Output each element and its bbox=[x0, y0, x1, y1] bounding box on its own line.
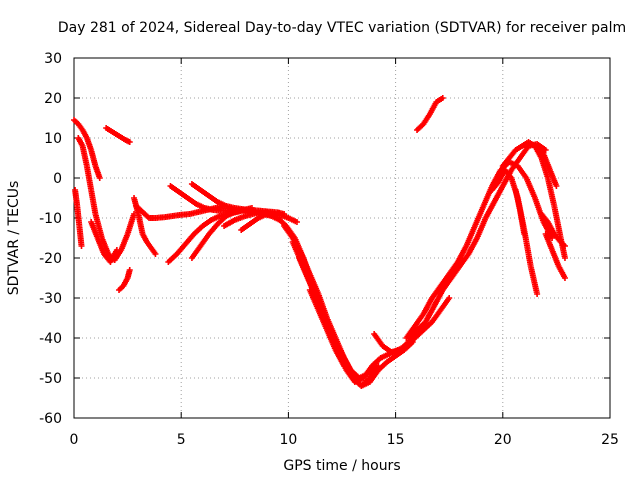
data-point bbox=[521, 231, 528, 237]
chart-title: Day 281 of 2024, Sidereal Day-to-day VTE… bbox=[58, 20, 626, 36]
y-tick-label: -30 bbox=[39, 291, 62, 307]
series-arc-22 bbox=[403, 159, 556, 341]
series-arc-6 bbox=[116, 267, 133, 293]
data-point bbox=[375, 363, 382, 369]
data-point bbox=[561, 255, 568, 261]
series-arc-3 bbox=[75, 135, 138, 263]
x-tick-label: 25 bbox=[601, 432, 619, 448]
series-arc-27 bbox=[538, 211, 568, 249]
y-tick-label: -50 bbox=[39, 371, 62, 387]
data-point bbox=[561, 275, 568, 281]
data-point bbox=[293, 219, 300, 225]
data-marks bbox=[71, 95, 568, 389]
data-point bbox=[349, 371, 356, 377]
y-tick-label: 20 bbox=[44, 91, 62, 107]
series-arc-15 bbox=[238, 211, 279, 233]
y-tick-label: -10 bbox=[39, 211, 62, 227]
data-point bbox=[542, 147, 549, 153]
series-arc-19 bbox=[296, 255, 380, 381]
data-point bbox=[152, 251, 159, 257]
x-axis-label: GPS time / hours bbox=[283, 458, 400, 474]
data-point bbox=[439, 95, 446, 101]
plot-frame bbox=[73, 57, 611, 419]
y-tick-label: 30 bbox=[44, 51, 62, 67]
series-arc-20 bbox=[306, 287, 356, 377]
series-arc-4 bbox=[88, 219, 120, 265]
x-tick-label: 15 bbox=[387, 432, 405, 448]
y-tick-label: 0 bbox=[53, 171, 62, 187]
series-arc-2 bbox=[72, 187, 85, 249]
data-point bbox=[534, 291, 541, 297]
data-point bbox=[96, 175, 103, 181]
grid bbox=[74, 58, 610, 418]
data-point bbox=[126, 139, 133, 145]
data-point bbox=[113, 247, 120, 253]
data-point bbox=[126, 267, 133, 273]
series-arc-1 bbox=[71, 117, 103, 181]
data-point bbox=[561, 243, 568, 249]
series-arc-26 bbox=[512, 187, 528, 237]
data-point bbox=[373, 359, 380, 365]
series-arc-16 bbox=[274, 215, 453, 385]
y-axis-label: SDTVAR / TECUs bbox=[6, 181, 22, 296]
x-tick-label: 20 bbox=[494, 432, 512, 448]
series-arc-5 bbox=[103, 125, 133, 145]
y-tick-label: -20 bbox=[39, 251, 62, 267]
series-arc-29 bbox=[534, 143, 560, 189]
x-tick-label: 5 bbox=[177, 432, 186, 448]
x-tick-label: 10 bbox=[279, 432, 297, 448]
axis-ticks: 0 5 10 15 20 25 30 20 10 0 -10 -20 -30 -40 -50 -60 bbox=[39, 51, 619, 448]
x-tick-label: 0 bbox=[70, 432, 79, 448]
y-tick-label: 10 bbox=[44, 131, 62, 147]
series-arc-23 bbox=[414, 95, 446, 133]
data-point bbox=[446, 295, 453, 301]
data-point bbox=[78, 243, 85, 249]
y-tick-label: -40 bbox=[39, 331, 62, 347]
series-arc-9 bbox=[165, 207, 249, 265]
series-arc-7 bbox=[131, 195, 159, 257]
y-tick-label: -60 bbox=[39, 411, 62, 427]
series-arc-28 bbox=[542, 231, 568, 281]
data-point bbox=[553, 183, 560, 189]
data-point bbox=[549, 235, 556, 241]
